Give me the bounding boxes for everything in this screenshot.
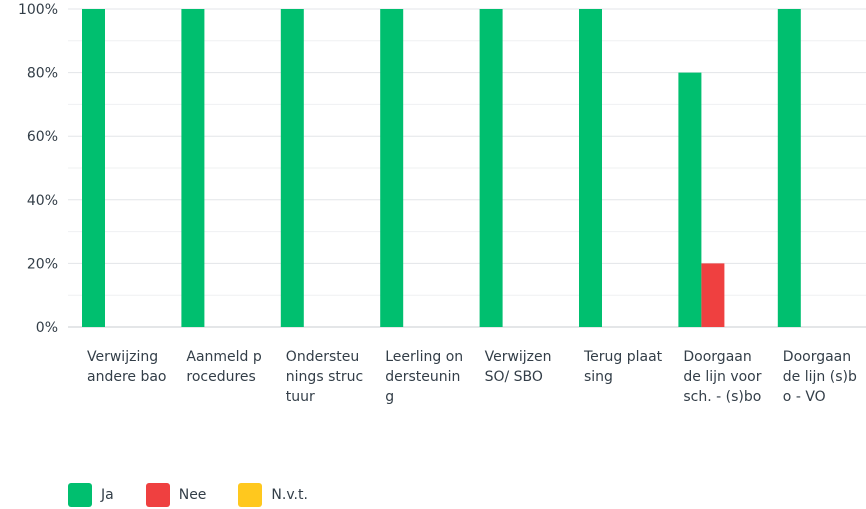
x-tick-label: Leerling ondersteuning: [385, 349, 464, 405]
x-tick-label: Terug plaatsing: [584, 349, 663, 385]
legend-swatch-nvt: [238, 483, 263, 507]
x-tick-label: Verwijzen SO/ SBO: [484, 349, 552, 385]
legend-item-nvt[interactable]: N.v.t.: [238, 483, 308, 507]
bar-ja-2[interactable]: [280, 9, 304, 327]
y-tick-label: 80%: [27, 66, 58, 82]
bar-ja-4[interactable]: [479, 9, 503, 327]
bar-ja-1[interactable]: [181, 9, 205, 327]
bar-nee-6[interactable]: [701, 263, 725, 327]
legend-label-ja: Ja: [101, 487, 114, 503]
legend: Ja Nee N.v.t.: [68, 482, 340, 508]
y-tick-label: 60%: [27, 129, 58, 145]
x-tick-label: Doorgaan de lijn (s)bo - VO: [782, 349, 857, 405]
x-tick-label: Aanmeld procedures: [186, 349, 262, 385]
legend-label-nee: Nee: [178, 487, 207, 503]
x-tick-label: Ondersteunings structuur: [285, 349, 364, 405]
y-tick-label: 100%: [18, 2, 58, 18]
legend-swatch-nee: [145, 483, 170, 507]
bar-ja-5[interactable]: [579, 9, 602, 327]
legend-item-nee[interactable]: Nee: [145, 483, 207, 507]
y-tick-label: 40%: [27, 193, 58, 209]
bar-ja-0[interactable]: [82, 9, 105, 327]
bar-ja-6[interactable]: [678, 72, 702, 327]
x-tick-label: Doorgaan de lijn voorsch. - (s)bo: [683, 349, 762, 405]
legend-item-ja[interactable]: Ja: [68, 483, 114, 507]
legend-swatch-ja: [68, 483, 92, 507]
legend-label-nvt: N.v.t.: [271, 487, 308, 503]
bar-ja-3[interactable]: [380, 9, 404, 327]
x-tick-label: Verwijzing andere bao: [87, 349, 167, 385]
y-tick-label: 0%: [36, 320, 58, 336]
y-tick-label: 20%: [27, 256, 58, 272]
bar-ja-7[interactable]: [777, 9, 801, 327]
